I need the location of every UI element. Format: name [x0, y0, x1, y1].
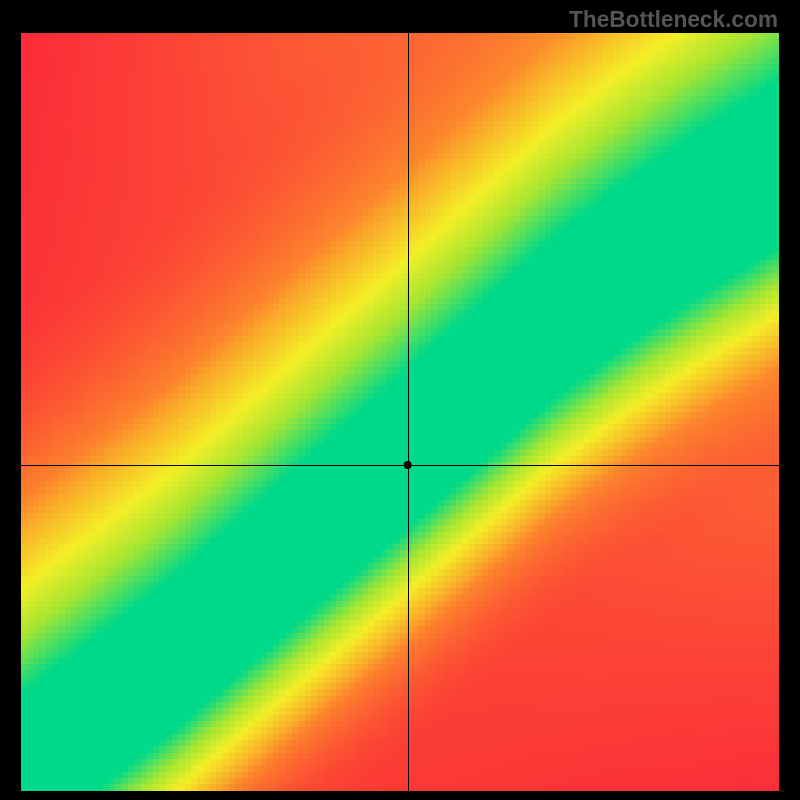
bottleneck-heatmap [21, 33, 779, 791]
chart-container: { "watermark": { "text": "TheBottleneck.… [0, 0, 800, 800]
watermark-text: TheBottleneck.com [569, 6, 778, 33]
